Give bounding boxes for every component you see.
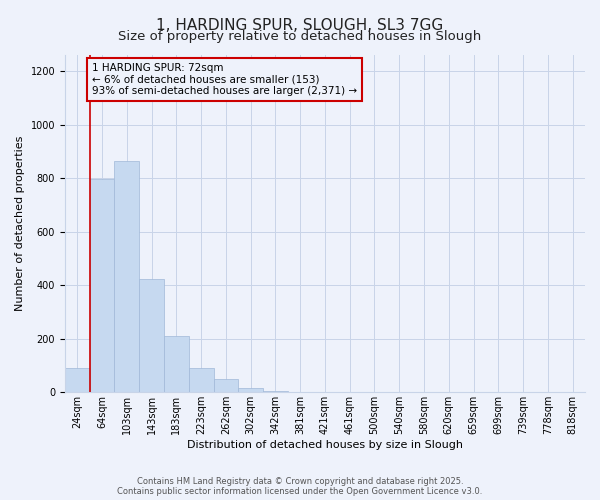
Text: 1, HARDING SPUR, SLOUGH, SL3 7GG: 1, HARDING SPUR, SLOUGH, SL3 7GG (157, 18, 443, 32)
Text: 1 HARDING SPUR: 72sqm
← 6% of detached houses are smaller (153)
93% of semi-deta: 1 HARDING SPUR: 72sqm ← 6% of detached h… (92, 63, 357, 96)
Bar (238, 388, 263, 392)
Bar (115, 160, 139, 392)
X-axis label: Distribution of detached houses by size in Slough: Distribution of detached houses by size … (187, 440, 463, 450)
Bar (139, 278, 164, 392)
Bar (214, 379, 238, 392)
Bar (164, 336, 189, 392)
Bar (189, 368, 214, 392)
Y-axis label: Number of detached properties: Number of detached properties (15, 136, 25, 312)
Text: Contains HM Land Registry data © Crown copyright and database right 2025.
Contai: Contains HM Land Registry data © Crown c… (118, 476, 482, 496)
Bar (89, 180, 115, 392)
Bar (65, 368, 89, 392)
Bar (263, 391, 288, 392)
Text: Size of property relative to detached houses in Slough: Size of property relative to detached ho… (118, 30, 482, 43)
